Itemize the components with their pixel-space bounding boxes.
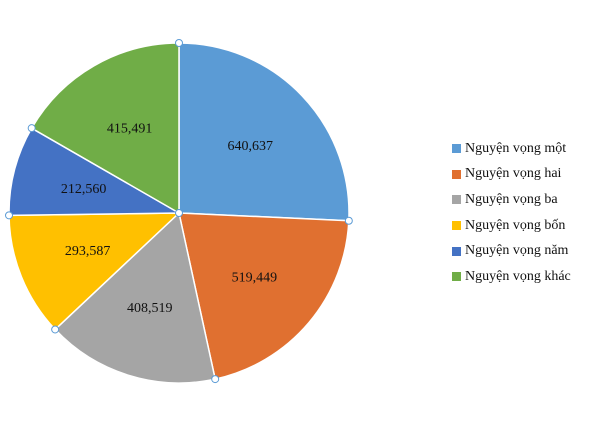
legend-swatch-5 [452, 246, 461, 256]
selection-handles [5, 39, 353, 384]
pie-slice-4 [8, 212, 181, 331]
legend-swatch-1 [452, 144, 461, 154]
selection-handle-2 [344, 216, 353, 225]
legend-item-5: Nguyện vọng năm [452, 238, 600, 264]
selection-handle-5 [5, 211, 14, 220]
data-label-2: 519,449 [232, 271, 278, 286]
legend-label-2: Nguyện vọng hai [465, 166, 562, 182]
legend-label-5: Nguyện vọng năm [465, 243, 569, 259]
legend-item-1: Nguyện vọng một [452, 136, 600, 162]
legend-label-1: Nguyện vọng một [465, 140, 567, 156]
legend-item-6: Nguyện vọng khác [452, 264, 600, 290]
pie-data-labels: 640,637 519,449 408,519 293,587 212,560 415,4… [61, 122, 277, 317]
selection-handle-3 [211, 375, 220, 384]
legend-swatch-3 [452, 195, 461, 205]
data-label-3: 408,519 [127, 301, 173, 316]
legend-swatch-2 [452, 169, 461, 179]
data-label-6: 415,491 [107, 122, 153, 137]
data-label-5: 212,560 [61, 182, 107, 197]
legend-label-6: Nguyện vọng khác [465, 268, 571, 284]
chart-legend: Nguyện vọng một Nguyện vọng hai Nguyện vọn… [452, 136, 600, 290]
legend-label-4: Nguyện vọng bốn [465, 217, 566, 233]
pie-slices [8, 42, 350, 384]
data-label-4: 293,587 [65, 244, 111, 259]
pie-slice-2 [178, 212, 350, 380]
pie-slice-6 [30, 42, 180, 215]
data-label-1: 640,637 [228, 139, 274, 154]
selection-handle-6 [27, 124, 36, 133]
selection-handle-7 [175, 209, 183, 217]
pie-slice-1 [178, 42, 350, 222]
legend-item-2: Nguyện vọng hai [452, 162, 600, 188]
legend-label-3: Nguyện vọng ba [465, 191, 558, 207]
selection-handle-1 [175, 39, 183, 47]
legend-swatch-4 [452, 221, 461, 231]
legend-item-4: Nguyện vọng bốn [452, 213, 600, 239]
legend-item-3: Nguyện vọng ba [452, 187, 600, 213]
pie-slice-3 [54, 211, 217, 384]
legend-swatch-6 [452, 272, 461, 282]
selection-handle-4 [51, 325, 60, 334]
